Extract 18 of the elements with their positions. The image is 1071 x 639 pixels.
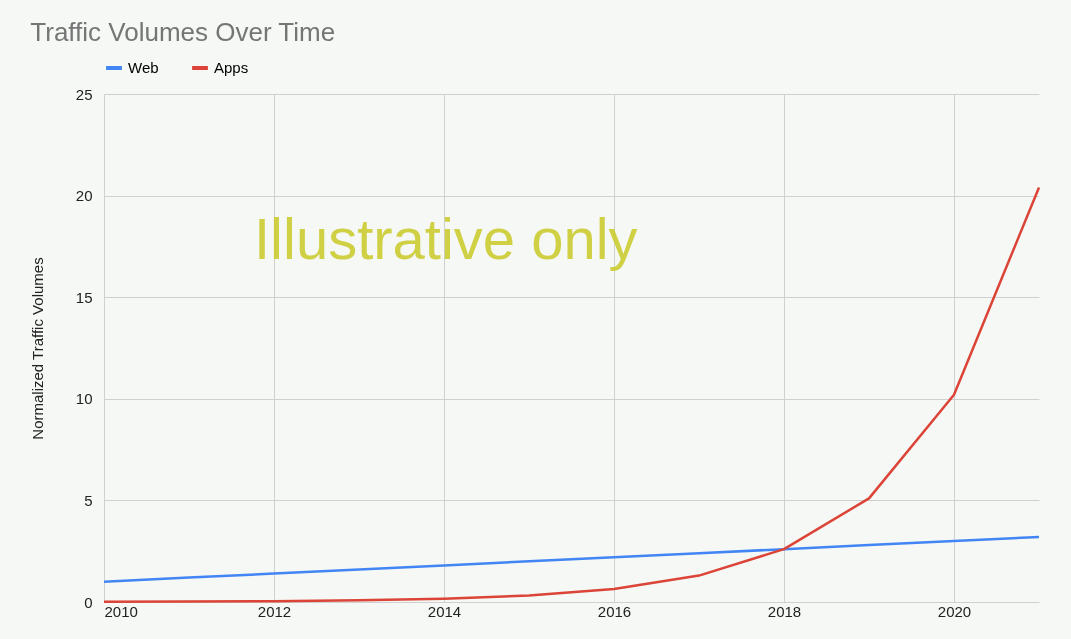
- x-tick-label: 2020: [937, 602, 972, 620]
- x-tick-label: 2010: [104, 602, 138, 620]
- y-tick-label: 0: [84, 593, 93, 611]
- y-axis-title: Normalized Traffic Volumes: [28, 257, 46, 440]
- legend-label: Web: [128, 59, 159, 76]
- annotation: Illustrative only: [254, 206, 638, 271]
- y-tick-label: 5: [84, 491, 93, 509]
- y-tick-label: 20: [75, 187, 93, 205]
- x-tick-label: 2018: [767, 602, 802, 620]
- y-tick-label: 15: [75, 288, 93, 306]
- y-tick-label: 25: [75, 85, 93, 103]
- x-tick-label: 2014: [427, 602, 462, 620]
- x-tick-label: 2012: [257, 602, 292, 620]
- legend-label: Apps: [214, 59, 249, 76]
- x-tick-label: 2016: [597, 602, 632, 620]
- y-tick-label: 10: [75, 390, 93, 408]
- line-series: [102, 535, 1041, 583]
- chart-title: Traffic Volumes Over Time: [30, 17, 336, 47]
